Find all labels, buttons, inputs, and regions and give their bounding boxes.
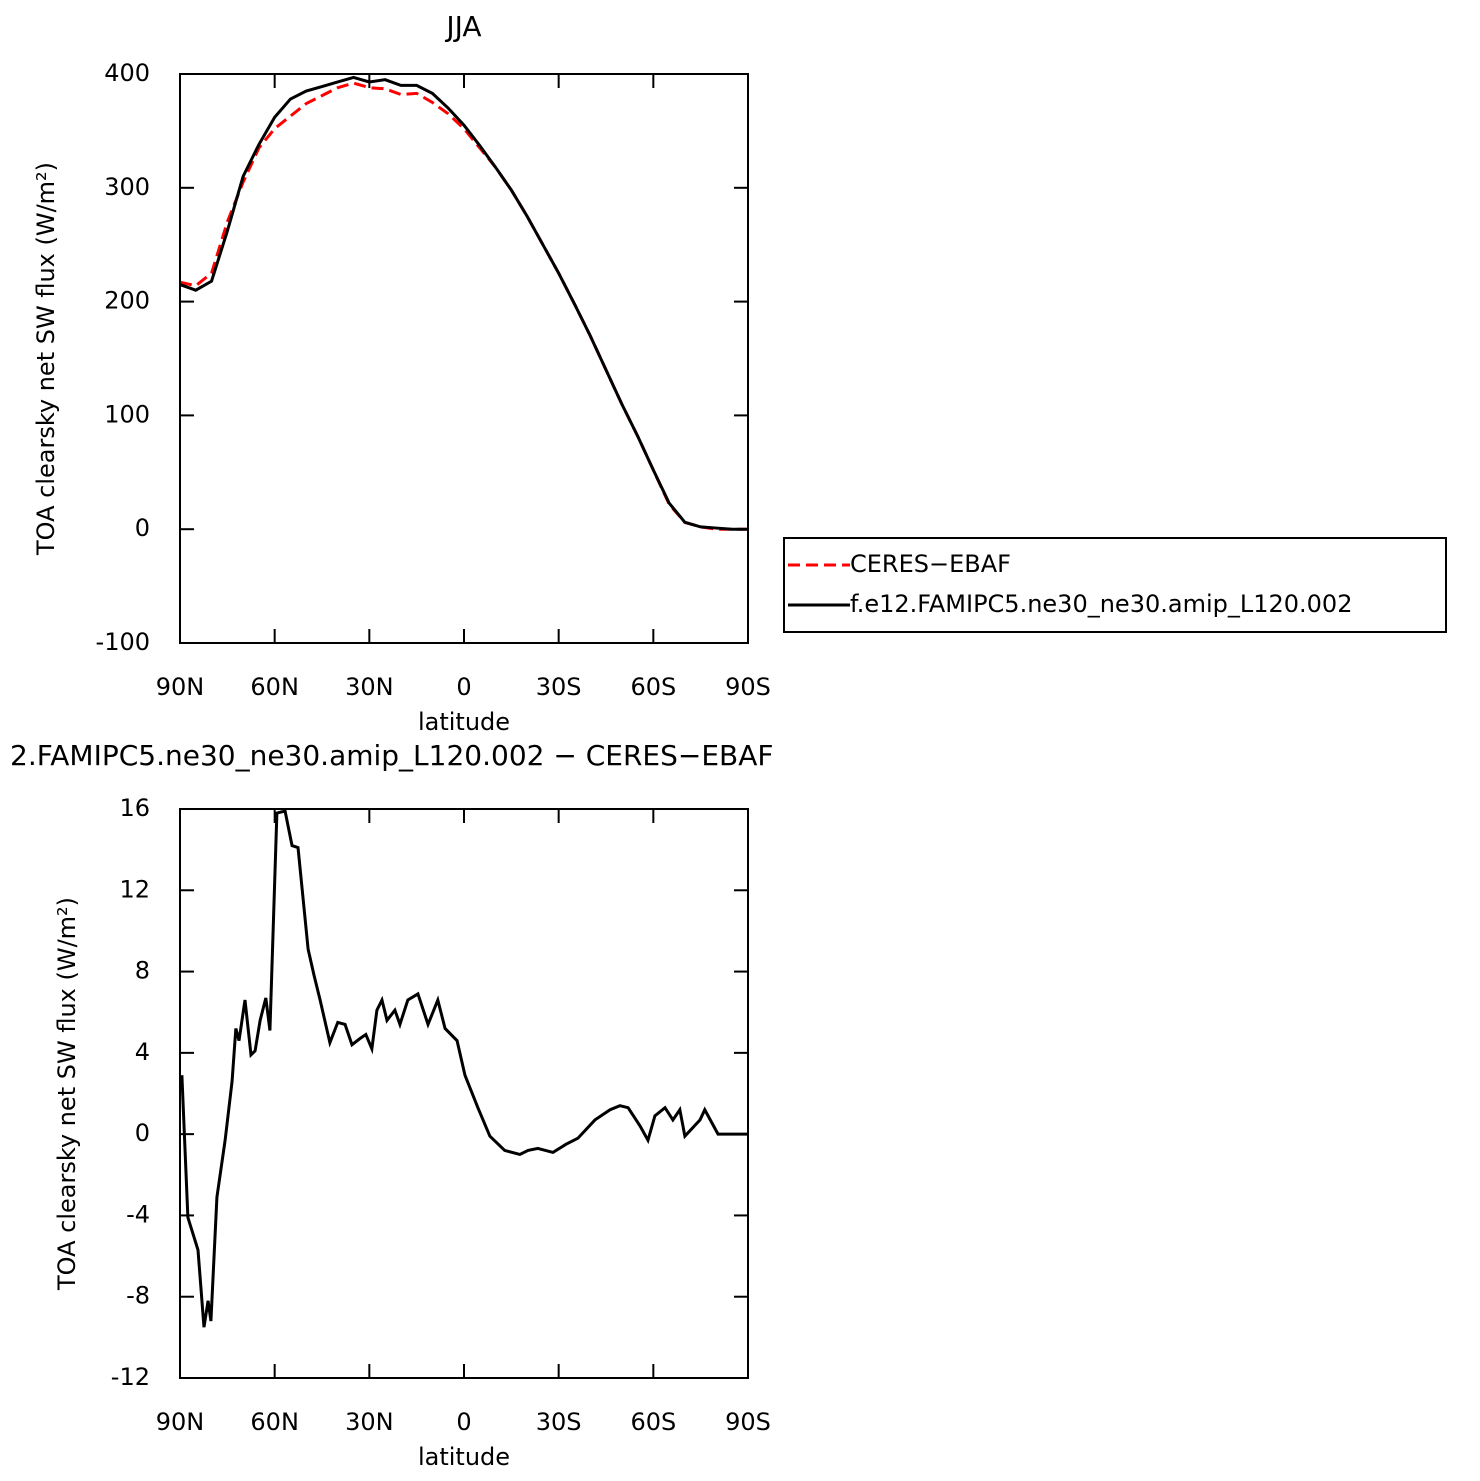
x-tick-label: 60S — [630, 673, 676, 701]
y-tick-label: -100 — [96, 628, 150, 656]
chart-title: JJA — [444, 10, 481, 43]
x-tick-label: 30N — [345, 673, 394, 701]
y-tick-label: 4 — [135, 1038, 150, 1066]
plot-frame — [179, 808, 749, 1379]
y-tick-label: 100 — [104, 400, 150, 428]
y-tick-label: 200 — [104, 287, 150, 315]
y-tick-label: 400 — [104, 59, 150, 87]
plot-frame — [179, 73, 749, 644]
y-tick-label: 0 — [135, 514, 150, 542]
y-axis-label: TOA clearsky net SW flux (W/m²) — [53, 897, 81, 1291]
y-tick-label: -4 — [126, 1200, 150, 1228]
x-tick-label: 30N — [345, 1408, 394, 1436]
x-tick-label: 90N — [156, 1408, 205, 1436]
data-line — [179, 75, 748, 531]
chart-title: 2.FAMIPC5.ne30_ne30.amip_L120.002 − CERE… — [10, 739, 774, 772]
x-tick-label: 0 — [456, 673, 471, 701]
x-tick-label: 60N — [250, 1408, 299, 1436]
y-tick-label: 16 — [119, 794, 150, 822]
data-line — [180, 809, 748, 1328]
x-axis-label: latitude — [418, 708, 510, 736]
y-tick-label: 8 — [135, 957, 150, 985]
x-tick-label: 90S — [725, 673, 771, 701]
legend-label: CERES−EBAF — [850, 550, 1011, 578]
y-tick-label: 0 — [135, 1119, 150, 1147]
y-axis-label: TOA clearsky net SW flux (W/m²) — [32, 162, 60, 556]
legend-label: f.e12.FAMIPC5.ne30_ne30.amip_L120.002 — [850, 590, 1352, 618]
y-tick-label: -8 — [126, 1282, 150, 1310]
y-tick-label: 300 — [104, 173, 150, 201]
x-tick-label: 90S — [725, 1408, 771, 1436]
x-tick-label: 60N — [250, 673, 299, 701]
data-line — [179, 81, 748, 531]
x-axis-label: latitude — [418, 1443, 510, 1471]
y-tick-label: -12 — [111, 1363, 150, 1391]
x-tick-label: 0 — [456, 1408, 471, 1436]
y-tick-label: 12 — [119, 875, 150, 903]
x-tick-label: 30S — [536, 673, 582, 701]
x-tick-label: 30S — [536, 1408, 582, 1436]
legend-box — [783, 537, 1447, 633]
x-tick-label: 90N — [156, 673, 205, 701]
x-tick-label: 60S — [630, 1408, 676, 1436]
